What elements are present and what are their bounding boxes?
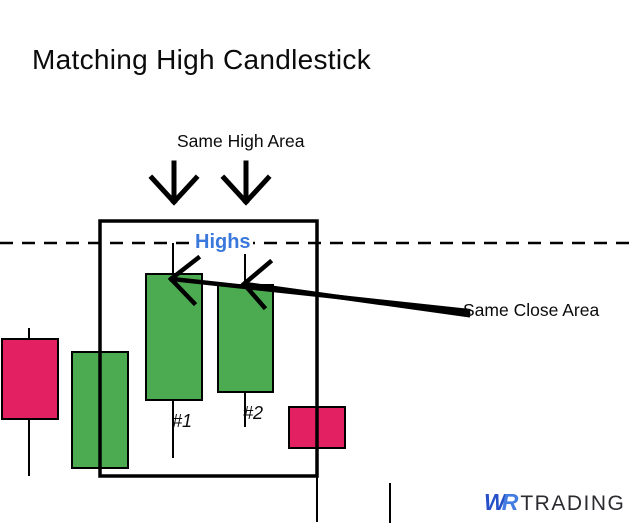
candle-1-label: #1 <box>172 411 193 431</box>
logo-letter-r: R <box>501 489 519 515</box>
close-arrow-2-seg-0 <box>242 281 471 318</box>
logo-letter-w: W <box>484 489 506 515</box>
close-arrow-1-seg-1 <box>167 254 202 283</box>
wr-trading-logo: W R TRADING <box>484 489 625 516</box>
candle-2-label: #2 <box>243 403 264 423</box>
down-arrow-2-seg-1 <box>220 174 250 206</box>
candle-body-left-bearish <box>1 338 59 420</box>
candle-body-matching-high-1 <box>145 273 203 401</box>
same-high-area-label: Same High Area <box>177 131 305 151</box>
highs-label: Highs <box>193 231 253 254</box>
logo-trading-text: TRADING <box>520 492 626 515</box>
down-arrow-2-seg-2 <box>242 174 272 206</box>
down-arrow-1-seg-2 <box>170 174 200 206</box>
page-title: Matching High Candlestick <box>32 44 371 75</box>
candle-body-matching-high-2 <box>217 284 274 393</box>
close-arrow-1-seg-2 <box>167 275 198 307</box>
down-arrow-1-seg-1 <box>148 174 178 206</box>
same-close-area-label: Same Close Area <box>463 300 600 320</box>
close-arrow-2-seg-1 <box>240 258 274 288</box>
close-arrow-2-seg-2 <box>240 280 268 311</box>
pattern-box <box>98 219 319 478</box>
